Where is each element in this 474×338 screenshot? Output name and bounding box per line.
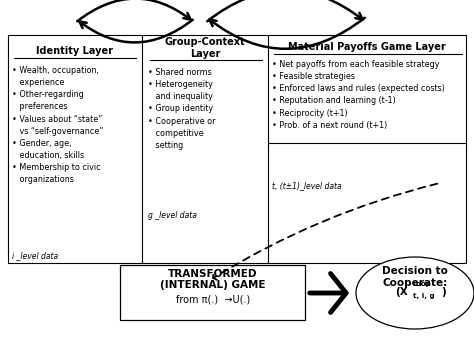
FancyArrowPatch shape — [80, 20, 193, 43]
Text: t, i, g: t, i, g — [413, 293, 435, 299]
Text: ): ) — [441, 287, 446, 297]
Bar — [8, 35, 466, 263]
Text: (X: (X — [395, 287, 408, 297]
Text: g _level data: g _level data — [148, 211, 197, 220]
Text: from π(.)  →U(.): from π(.) →U(.) — [176, 295, 250, 305]
Text: Material Payoffs Game Layer: Material Payoffs Game Layer — [288, 42, 446, 52]
FancyArrowPatch shape — [310, 273, 346, 312]
Text: • Shared norms
• Heterogeneity
   and inequality
• Group identity
• Cooperative : • Shared norms • Heterogeneity and inequ… — [148, 68, 216, 150]
Text: t, (t±1)_level data: t, (t±1)_level data — [272, 181, 342, 190]
Text: coop: coop — [413, 281, 432, 287]
Text: Cooperate:: Cooperate: — [383, 278, 447, 288]
Text: i _level data: i _level data — [12, 251, 58, 260]
FancyArrowPatch shape — [207, 0, 363, 21]
Bar — [120, 265, 305, 320]
Text: • Wealth, occupation,
   experience
• Other-regarding
   preferences
• Values ab: • Wealth, occupation, experience • Other… — [12, 66, 103, 184]
Text: Identity Layer: Identity Layer — [36, 46, 113, 56]
Text: Decision to: Decision to — [382, 266, 448, 276]
FancyArrowPatch shape — [77, 0, 191, 21]
Text: (INTERNAL) GAME: (INTERNAL) GAME — [160, 280, 266, 290]
Text: TRANSFORMED: TRANSFORMED — [168, 269, 258, 279]
Ellipse shape — [356, 257, 474, 329]
Text: Group-Context
Layer: Group-Context Layer — [164, 37, 246, 59]
Text: • Net payoffs from each feasible strategy
• Feasible strategies
• Enforced laws : • Net payoffs from each feasible strateg… — [272, 60, 445, 130]
FancyArrowPatch shape — [210, 18, 365, 49]
